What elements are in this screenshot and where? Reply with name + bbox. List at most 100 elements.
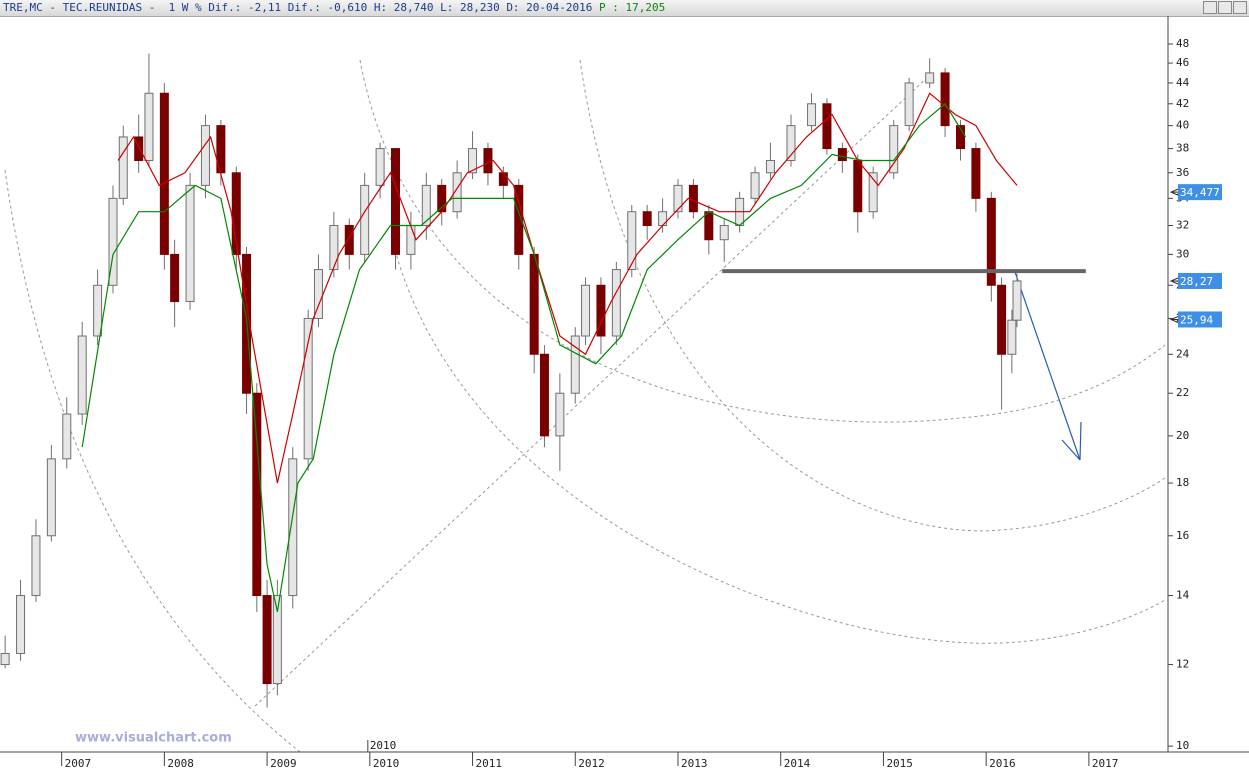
fib-arc — [394, 249, 1166, 644]
forecast-arrow — [1014, 271, 1082, 461]
close-button[interactable] — [1233, 1, 1247, 14]
candle-body — [344, 225, 354, 255]
candle-body — [262, 595, 272, 685]
candle-body — [272, 595, 282, 685]
candle-body — [611, 269, 621, 337]
y-tick-label: 20 — [1176, 429, 1189, 442]
candle-body — [704, 211, 714, 241]
x-tick-label: 2014 — [784, 757, 811, 770]
candle-body — [185, 184, 195, 303]
x-tick-label: 2016 — [989, 757, 1016, 770]
candle-body — [986, 197, 996, 286]
trend-line — [254, 74, 931, 707]
candle-body — [822, 103, 832, 150]
candle-body — [971, 148, 981, 199]
minimize-button[interactable] — [1203, 1, 1217, 14]
candle-body — [200, 125, 210, 186]
fib-arc — [359, 59, 1166, 423]
y-tick-label: 44 — [1176, 76, 1190, 89]
candle-body — [31, 535, 41, 597]
candle-body — [539, 353, 549, 437]
candle-body — [144, 92, 154, 162]
candle-body — [853, 160, 863, 213]
x-marker-label: 2010 — [370, 739, 397, 752]
price-marker — [1178, 184, 1222, 201]
price-marker-label: 28,27 — [1180, 275, 1213, 288]
candle-body — [529, 253, 539, 355]
candles — [0, 53, 1022, 708]
y-tick-label: 24 — [1176, 347, 1190, 360]
candle-body — [997, 284, 1007, 355]
candle-body — [673, 184, 683, 213]
candle-body — [62, 413, 72, 460]
fib-arc — [579, 59, 1166, 532]
maximize-button[interactable] — [1218, 1, 1232, 14]
price-marker-label: 25,94 — [1180, 313, 1213, 326]
x-tick-label: 2009 — [270, 757, 297, 770]
y-tick-label: 46 — [1176, 56, 1189, 69]
candle-body — [570, 335, 580, 394]
watermark: www.visualchart.com — [75, 731, 232, 746]
header-text: TRE,MC - TEC.REUNIDAS - 1 W % Dif.: -2,1… — [3, 1, 593, 14]
candle-body — [837, 148, 847, 162]
candle-body — [642, 211, 652, 227]
candle-body — [940, 72, 950, 127]
candle-body — [786, 125, 796, 162]
candle-body — [288, 458, 298, 597]
y-tick-label: 14 — [1176, 589, 1190, 602]
candle-body — [46, 458, 56, 537]
candle-body — [406, 225, 416, 255]
x-tick-label: 2007 — [65, 757, 92, 770]
candle-body — [16, 595, 26, 654]
candle-body — [955, 125, 965, 150]
y-tick-label: 48 — [1176, 37, 1189, 50]
candle-body — [452, 172, 462, 213]
candle-body — [581, 284, 591, 337]
x-tick-label: 2017 — [1092, 757, 1119, 770]
candle-body — [627, 211, 637, 271]
header-bar: TRE,MC - TEC.REUNIDAS - 1 W % Dif.: -2,1… — [0, 0, 1249, 17]
x-tick-label: 2010 — [373, 757, 400, 770]
candle-body — [807, 103, 817, 127]
candle-body — [118, 136, 128, 199]
candle-body — [483, 148, 493, 174]
candle-body — [375, 148, 385, 186]
y-tick-label: 42 — [1176, 97, 1189, 110]
candle-body — [658, 211, 668, 227]
window-buttons — [1203, 1, 1247, 14]
candle-body — [555, 392, 565, 437]
x-tick-label: 2015 — [886, 757, 913, 770]
candle-body — [93, 284, 103, 337]
y-tick-label: 30 — [1176, 247, 1189, 260]
x-tick-label: 2012 — [578, 757, 605, 770]
candle-body — [1007, 319, 1017, 355]
candle-body — [868, 172, 878, 213]
moving-average — [117, 92, 1018, 484]
y-tick-label: 38 — [1176, 142, 1189, 155]
candle-body — [170, 253, 180, 303]
candle-body — [252, 392, 262, 597]
candle-body — [159, 92, 169, 255]
candle-body — [0, 652, 10, 666]
x-tick-label: 2011 — [476, 757, 503, 770]
candle-body — [889, 125, 899, 174]
x-tick-label: 2013 — [681, 757, 708, 770]
candle-body — [421, 184, 431, 227]
y-tick-label: 16 — [1176, 529, 1189, 542]
candle-body — [360, 184, 370, 255]
candle-body — [134, 136, 144, 162]
moving-average — [81, 102, 967, 612]
candle-body — [329, 225, 339, 271]
candle-body — [498, 172, 508, 186]
y-tick-label: 12 — [1176, 658, 1189, 671]
price-marker — [1178, 311, 1222, 328]
candle-body — [390, 148, 400, 255]
y-tick-label: 36 — [1176, 166, 1189, 179]
candle-body — [904, 82, 914, 127]
y-tick-label: 10 — [1176, 739, 1189, 752]
y-tick-label: 22 — [1176, 386, 1189, 399]
candle-body — [765, 160, 775, 174]
candle-body — [750, 172, 760, 199]
